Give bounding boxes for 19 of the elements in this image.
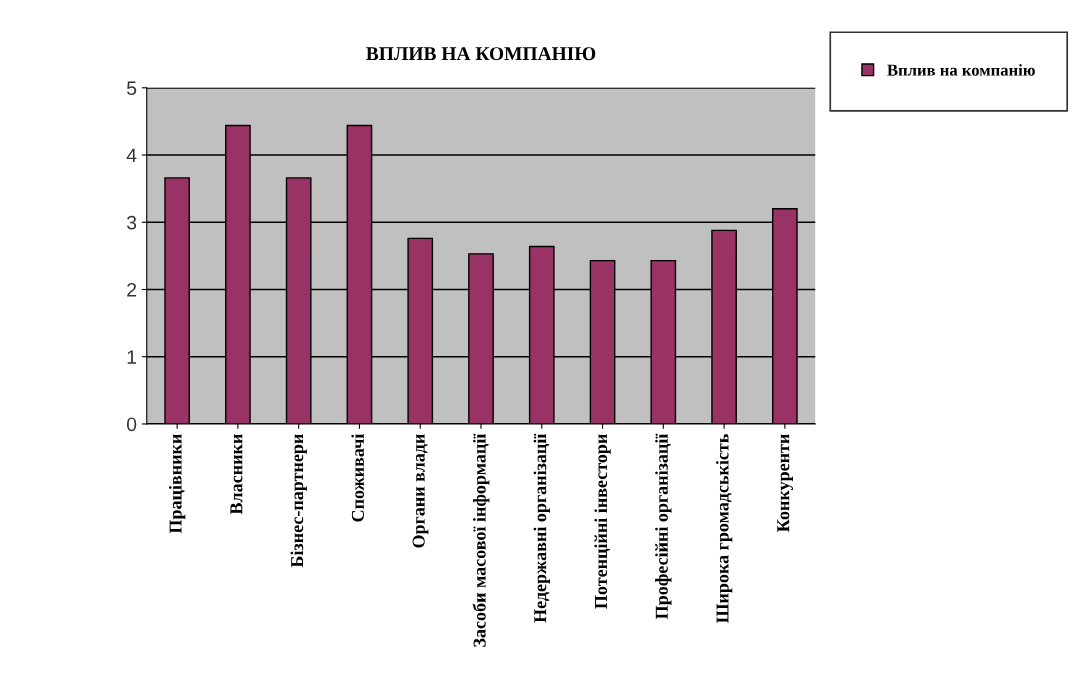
x-tick-label: Бізнес-партнери	[290, 434, 307, 568]
legend-label: Вплив на компанію	[887, 64, 1035, 76]
y-tick-label: 2	[127, 282, 137, 297]
x-tick-label: Конкуренти	[777, 434, 794, 532]
x-tick-label: Професійні організації	[655, 433, 672, 619]
y-tick-label: 0	[126, 417, 137, 432]
x-tick-label: Споживачі	[351, 433, 364, 522]
y-tick-label: 1	[127, 350, 137, 364]
y-tick-label: 5	[126, 81, 137, 96]
x-tick-label: Власники	[230, 434, 243, 515]
x-tick-label: Потенційні інвестори	[594, 434, 611, 609]
x-tick-label: Засоби масової інформації	[472, 433, 490, 647]
x-tick-label: Широка громадськість	[715, 434, 733, 624]
chart-title: ВПЛИВ НА КОМПАНІЮ	[366, 47, 596, 61]
y-tick-label: 3	[126, 215, 137, 230]
x-tick-label: Недержавні організації	[533, 433, 550, 623]
x-tick-label: Працівники	[168, 434, 186, 534]
y-tick-label: 4	[126, 148, 137, 163]
x-tick-label: Органи влади	[412, 434, 429, 548]
